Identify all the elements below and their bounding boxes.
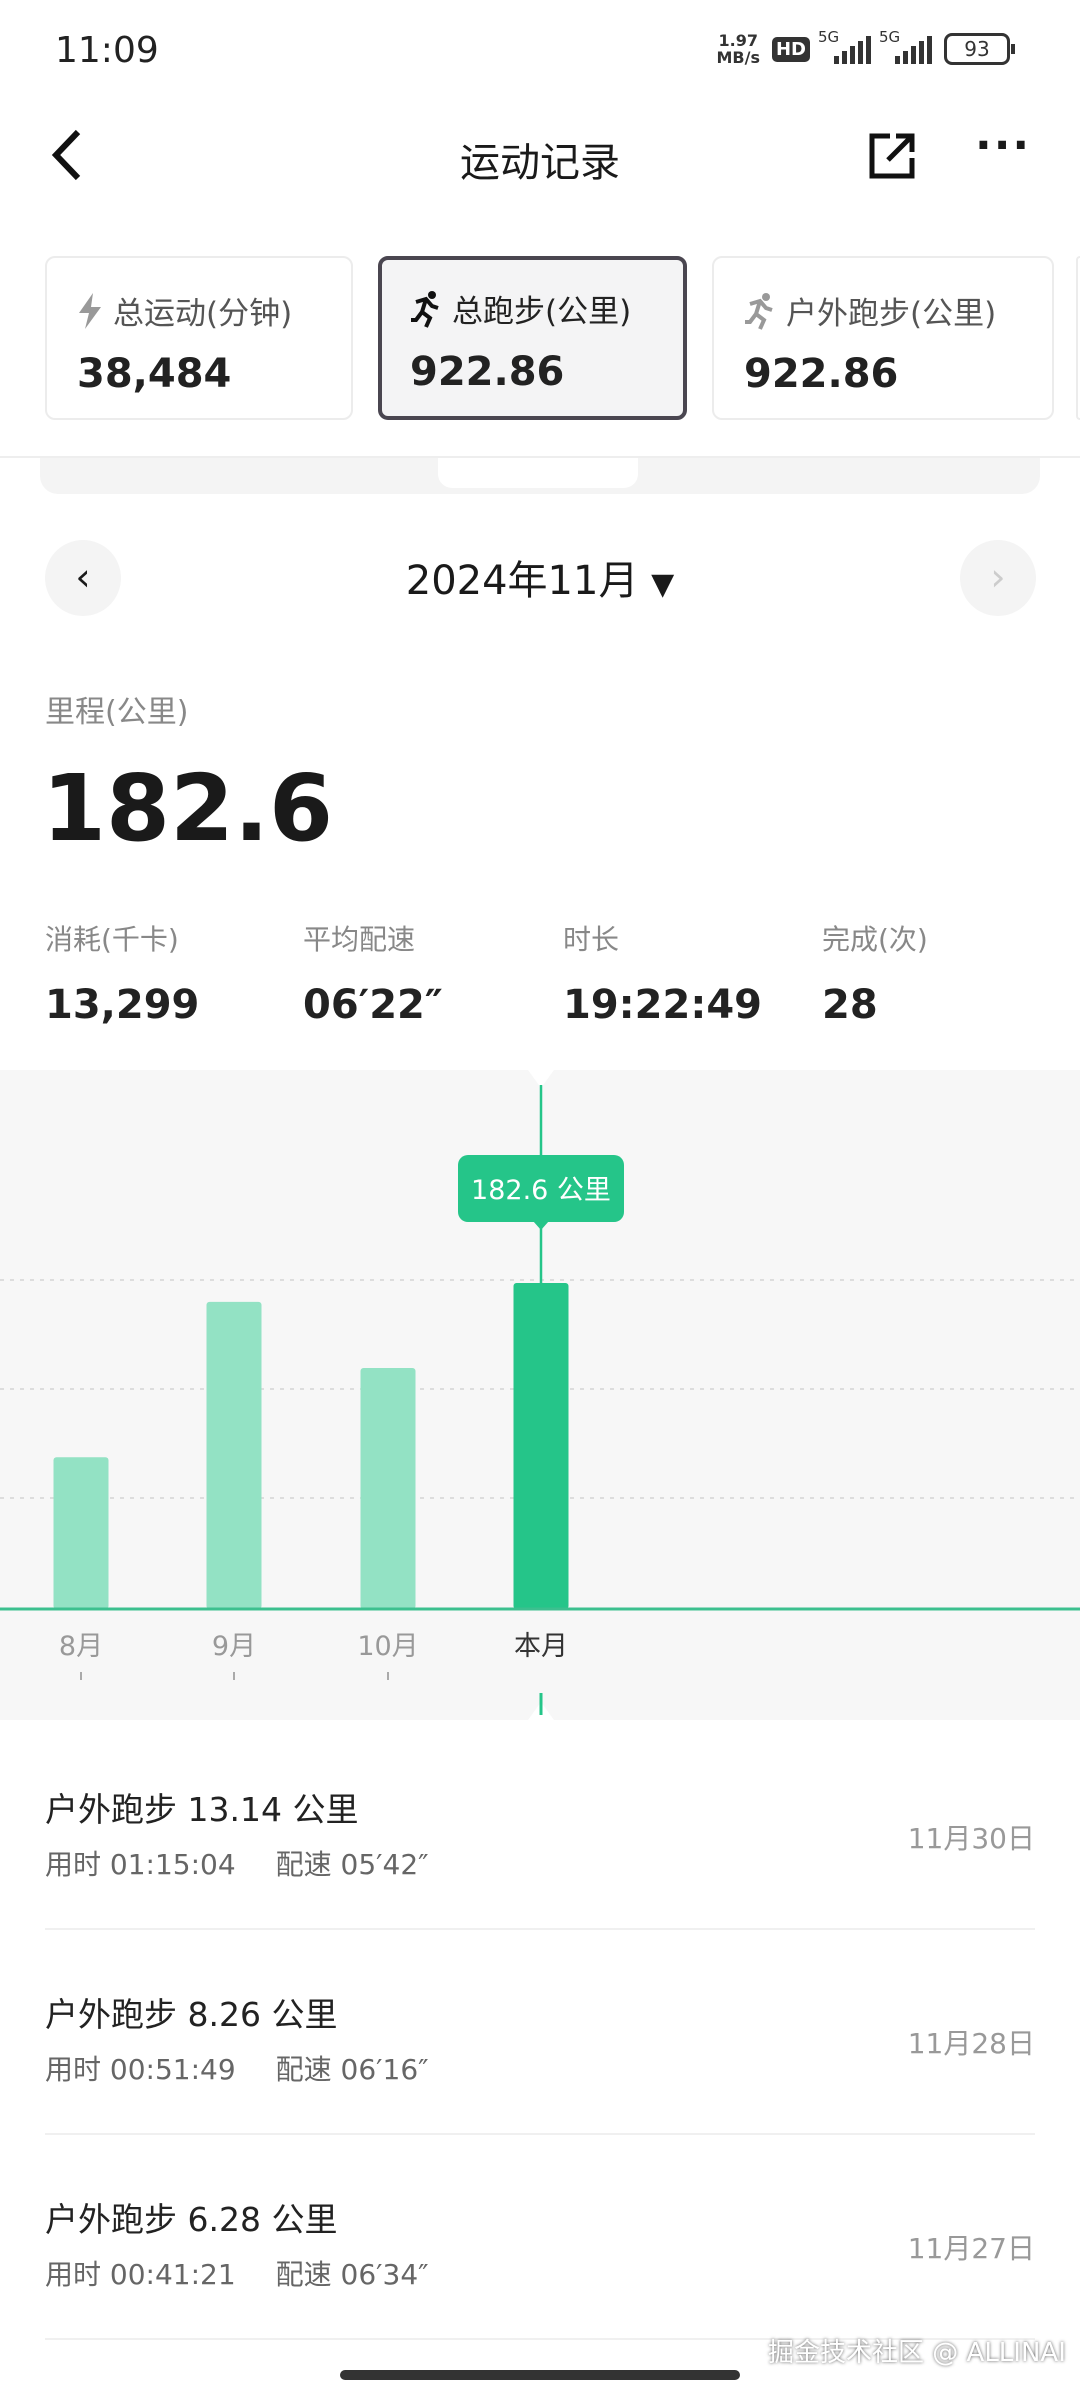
record-duration: 用时 00:41:21 [45, 2258, 236, 2291]
record-subtitle: 用时 01:15:04 配速 05′42″ [45, 1843, 429, 1883]
x-tick-label: 本月 [514, 1631, 568, 1662]
stat-value: 06′22″ [303, 982, 443, 1028]
bar-8月 [53, 1457, 109, 1609]
lightning-icon [79, 292, 101, 329]
record-title: 户外跑步 6.28 公里 [45, 2200, 338, 2239]
stat-pace: 平均配速 06′22″ [303, 918, 443, 1028]
record-pace: 配速 06′16″ [275, 2053, 429, 2086]
pointer-notch-top [528, 1070, 554, 1088]
stat-count: 完成(次) 28 [822, 918, 928, 1028]
network-speed: 1.97 MB/s [717, 32, 760, 66]
tooltip-arrow [533, 1221, 549, 1230]
share-button[interactable] [868, 130, 918, 180]
x-tick-label: 9月 [212, 1631, 256, 1662]
caret-down-icon: ▼ [651, 567, 675, 602]
network-type-2: 5G [879, 28, 901, 46]
record-duration: 用时 00:51:49 [45, 2053, 236, 2086]
page-title: 运动记录 [460, 140, 620, 186]
record-item[interactable]: 户外跑步 6.28 公里 用时 00:41:21 配速 06′34″ 11月27日 [45, 2135, 1035, 2340]
network-type: 5G [818, 28, 840, 46]
distance-label: 里程(公里) [45, 695, 189, 730]
distance-value: 182.6 [42, 755, 334, 862]
monthly-distance-chart[interactable]: 8月 9月 10月 本月 182.6 公里 [0, 1070, 1080, 1720]
more-icon: ··· [975, 120, 1032, 171]
stat-label: 消耗(千卡) [45, 923, 179, 956]
record-date: 11月27日 [907, 2232, 1035, 2265]
battery-icon: 93 [944, 33, 1015, 65]
chevron-left-icon: ‹ [75, 555, 91, 599]
x-tick-label: 8月 [59, 1631, 103, 1662]
chevron-right-icon: › [990, 555, 1006, 599]
stat-value: 13,299 [45, 982, 200, 1028]
card-label: 户外跑步(公里) [786, 296, 997, 332]
record-title: 户外跑步 13.14 公里 [45, 1790, 359, 1829]
bar-9月 [206, 1301, 262, 1609]
record-title: 户外跑步 8.26 公里 [45, 1995, 338, 2034]
status-time: 11:09 [55, 30, 159, 71]
tooltip-text: 182.6 公里 [471, 1175, 611, 1206]
share-icon [869, 133, 915, 179]
tooltip-bg [458, 1155, 624, 1222]
stat-label: 完成(次) [822, 923, 928, 956]
record-subtitle: 用时 00:51:49 配速 06′16″ [45, 2048, 429, 2088]
home-indicator[interactable] [340, 2370, 740, 2380]
x-tick-label: 10月 [357, 1631, 418, 1662]
hd-icon: HD [771, 36, 810, 62]
card-value: 922.86 [744, 351, 899, 397]
record-item[interactable]: 户外跑步 13.14 公里 用时 01:15:04 配速 05′42″ 11月30… [45, 1725, 1035, 1930]
record-date: 11月28日 [907, 2027, 1035, 2060]
period-tabs[interactable] [40, 456, 1040, 494]
bar-10月 [360, 1367, 416, 1609]
period-tab-selected[interactable] [438, 456, 638, 488]
card-label: 总运动(分钟) [113, 296, 293, 332]
signal-icon-2: 5G [879, 28, 932, 64]
record-item[interactable]: 户外跑步 8.26 公里 用时 00:51:49 配速 06′16″ 11月28日 [45, 1930, 1035, 2135]
signal-icon: 5G [818, 28, 871, 64]
runner-icon [411, 290, 439, 328]
speed-value: 1.97 [718, 31, 758, 50]
record-duration: 用时 01:15:04 [45, 1848, 236, 1881]
stat-value: 28 [822, 982, 878, 1028]
prev-month-button[interactable]: ‹ [45, 540, 121, 616]
card-value: 38,484 [77, 351, 232, 397]
month-title: 2024年11月 [405, 558, 639, 604]
divider [0, 456, 1080, 458]
stat-duration: 时长 19:22:49 [563, 918, 762, 1028]
stat-calories: 消耗(千卡) 13,299 [45, 918, 199, 1028]
card-value: 922.86 [410, 349, 565, 395]
month-selector[interactable]: 2024年11月 ▼ [0, 548, 1080, 606]
speed-unit: MB/s [716, 48, 760, 67]
chevron-left-icon [51, 129, 81, 181]
stat-label: 平均配速 [303, 923, 416, 956]
summary-card-outdoor-running[interactable]: 户外跑步(公里) 922.86 [712, 256, 1054, 420]
status-icons: 1.97 MB/s HD 5G 5G 93 [717, 28, 1015, 66]
runner-icon [745, 292, 773, 330]
watermark: 掘金技术社区 @ ALLINAI [768, 2338, 1066, 2368]
record-pace: 配速 05′42″ [275, 1848, 429, 1881]
bar-本月 [513, 1283, 569, 1609]
card-label: 总跑步(公里) [452, 294, 632, 330]
stat-value: 19:22:49 [563, 982, 762, 1028]
record-pace: 配速 06′34″ [275, 2258, 429, 2291]
summary-card-total-exercise[interactable]: 总运动(分钟) 38,484 [45, 256, 353, 420]
summary-card-partial[interactable] [1076, 256, 1080, 420]
more-button[interactable]: ··· [975, 120, 1031, 171]
summary-card-total-running[interactable]: 总跑步(公里) 922.86 [378, 256, 687, 420]
next-month-button[interactable]: › [960, 540, 1036, 616]
record-date: 11月30日 [907, 1822, 1035, 1855]
record-subtitle: 用时 00:41:21 配速 06′34″ [45, 2253, 429, 2293]
back-button[interactable] [50, 128, 84, 191]
stat-label: 时长 [563, 923, 620, 956]
